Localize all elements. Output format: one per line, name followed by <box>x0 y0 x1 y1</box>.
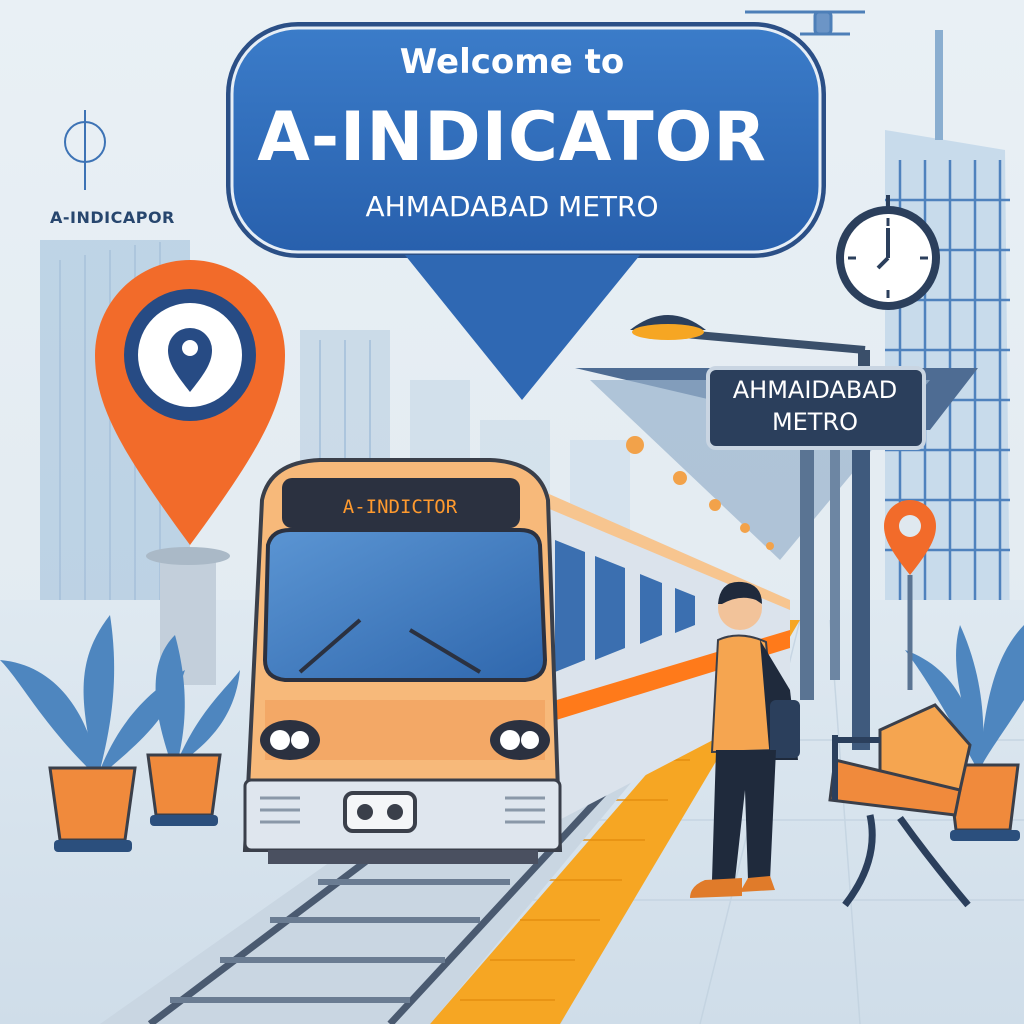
bench <box>828 703 972 908</box>
drone-icon <box>745 10 865 36</box>
welcome-banner <box>226 22 826 400</box>
background-sign-text: A-INDICAPOR <box>50 208 175 227</box>
street-lamp <box>630 315 870 380</box>
train-destination-display: A-INDICTOR <box>342 496 458 518</box>
station-sign-line-2: METRO <box>771 408 859 436</box>
passenger <box>690 581 800 898</box>
app-subtitle: AHMADABAD METRO <box>365 190 659 223</box>
location-pin-icon <box>95 260 285 685</box>
potted-plants-left <box>0 615 240 852</box>
train-front <box>242 458 563 864</box>
station-sign <box>706 366 926 450</box>
station-sign-line-1: AHMAIDABAD <box>732 376 898 404</box>
potted-plant-right <box>905 625 1024 841</box>
small-location-pin-icon <box>884 500 936 690</box>
welcome-text: Welcome to <box>399 42 625 82</box>
target-icon <box>64 110 106 190</box>
app-title: A-INDICATOR <box>257 98 767 177</box>
clock-icon <box>836 195 940 310</box>
